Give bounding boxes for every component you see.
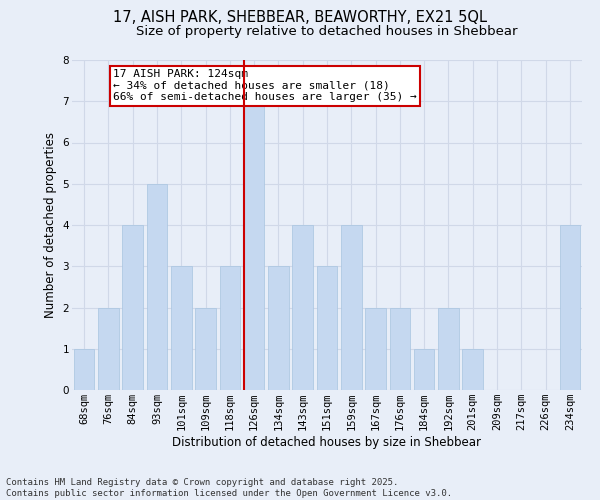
Text: 17, AISH PARK, SHEBBEAR, BEAWORTHY, EX21 5QL: 17, AISH PARK, SHEBBEAR, BEAWORTHY, EX21… <box>113 10 487 25</box>
Bar <box>122 225 143 390</box>
Bar <box>244 101 265 390</box>
Bar <box>438 308 459 390</box>
Bar <box>365 308 386 390</box>
Bar <box>146 184 167 390</box>
Title: Size of property relative to detached houses in Shebbear: Size of property relative to detached ho… <box>136 25 518 38</box>
Bar <box>389 308 410 390</box>
Bar <box>292 225 313 390</box>
X-axis label: Distribution of detached houses by size in Shebbear: Distribution of detached houses by size … <box>173 436 482 449</box>
Bar <box>74 349 94 390</box>
Bar <box>98 308 119 390</box>
Bar <box>195 308 216 390</box>
Bar <box>317 266 337 390</box>
Bar <box>463 349 483 390</box>
Bar <box>341 225 362 390</box>
Bar <box>220 266 240 390</box>
Bar <box>268 266 289 390</box>
Text: Contains HM Land Registry data © Crown copyright and database right 2025.
Contai: Contains HM Land Registry data © Crown c… <box>6 478 452 498</box>
Bar <box>414 349 434 390</box>
Bar <box>560 225 580 390</box>
Bar <box>171 266 191 390</box>
Y-axis label: Number of detached properties: Number of detached properties <box>44 132 57 318</box>
Text: 17 AISH PARK: 124sqm
← 34% of detached houses are smaller (18)
66% of semi-detac: 17 AISH PARK: 124sqm ← 34% of detached h… <box>113 69 417 102</box>
